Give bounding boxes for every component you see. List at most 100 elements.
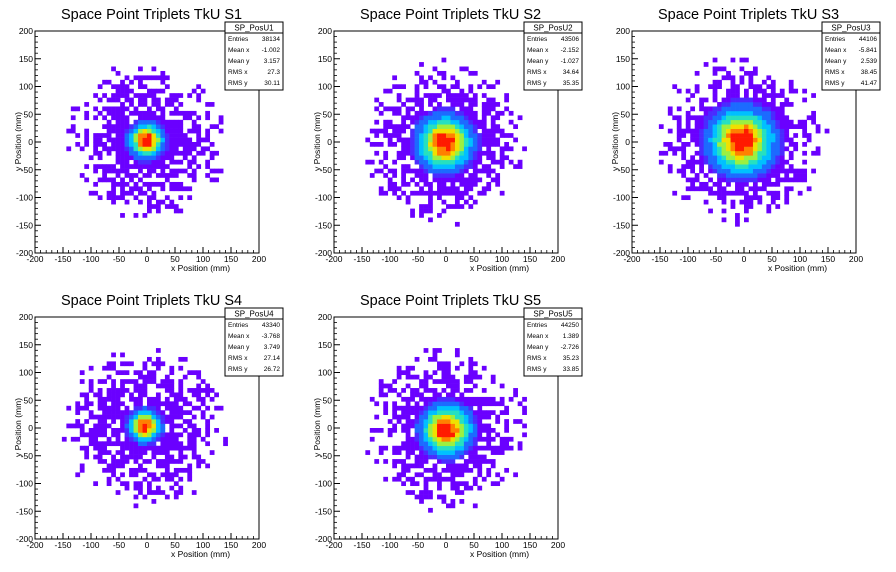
heat-cell (115, 110, 121, 116)
heat-cell (205, 164, 211, 169)
heat-cell (374, 168, 380, 174)
heat-cell (142, 450, 148, 455)
heat-cell (694, 88, 700, 94)
heat-cell (726, 97, 731, 103)
heat-cell (200, 388, 206, 393)
heat-cell (437, 459, 442, 464)
heat-cell (93, 454, 99, 460)
heat-cell (102, 405, 107, 411)
heat-cell (490, 459, 496, 464)
heat-cell (775, 128, 781, 134)
heat-cell (788, 102, 794, 107)
heat-cell (84, 128, 90, 134)
heat-cell (214, 392, 219, 398)
heat-cell (97, 137, 103, 143)
heat-cell (428, 428, 433, 433)
stats-value: 1.389 (563, 333, 580, 340)
heat-cell (495, 110, 501, 116)
heat-cell (191, 436, 197, 442)
heat-cell (423, 137, 429, 143)
heat-cell (437, 190, 442, 196)
heat-cell (115, 133, 121, 138)
heat-cell (432, 428, 438, 433)
heat-cell (88, 432, 94, 438)
heat-cell (115, 137, 121, 143)
heat-cell (392, 401, 398, 407)
heat-cell (735, 124, 740, 129)
heat-cell (766, 119, 772, 125)
heat-cell (401, 168, 406, 174)
heat-cell (748, 106, 754, 112)
heat-cell (477, 410, 483, 415)
heat-cell (106, 388, 112, 393)
heat-cell (129, 133, 134, 138)
stats-value: -2.152 (561, 47, 580, 54)
heat-cell (387, 186, 393, 192)
heat-cell (717, 84, 722, 90)
heat-cell (761, 177, 767, 183)
heat-cell (459, 133, 465, 138)
heat-cell (401, 388, 406, 393)
heat-cell (428, 102, 433, 107)
stats-title: SP_PosU3 (831, 24, 871, 33)
heat-cell (147, 356, 152, 362)
heat-cell (129, 450, 134, 455)
heat-cell (401, 119, 406, 125)
heat-cell (129, 472, 134, 478)
heat-cell (423, 128, 429, 134)
heat-cell (784, 195, 790, 201)
heat-cell (106, 164, 112, 169)
heat-cell (84, 115, 90, 121)
heat-cell (490, 177, 496, 183)
heat-cell (463, 423, 469, 429)
heat-cell (446, 436, 451, 442)
heat-cell (419, 168, 424, 174)
heat-cell (802, 173, 808, 178)
heat-cell (481, 168, 487, 174)
heat-cell (196, 405, 202, 411)
heat-cell (766, 181, 772, 187)
heat-cell (405, 410, 411, 415)
heat-cell (93, 432, 99, 438)
heat-cell (169, 204, 175, 209)
heat-cell (378, 186, 384, 192)
heat-cell (428, 405, 433, 411)
heat-cell (739, 102, 745, 107)
heat-cell (396, 128, 402, 134)
heat-cell (124, 146, 130, 152)
heat-cell (173, 481, 179, 487)
heat-cell (205, 110, 211, 116)
heat-cell (784, 128, 790, 134)
heat-cell (151, 414, 157, 420)
heat-cell (414, 150, 420, 156)
heat-cell (454, 102, 460, 107)
heat-cell (160, 186, 166, 192)
heat-cell (200, 459, 206, 464)
heat-cell (770, 115, 776, 121)
heat-cell (735, 213, 740, 218)
heat-cell (369, 173, 375, 178)
heat-cell (102, 450, 107, 455)
heat-cell (744, 128, 749, 134)
heat-cell (672, 190, 678, 196)
heat-cell (405, 383, 411, 389)
y-tick-label: -150 (16, 220, 33, 230)
heat-cell (111, 472, 116, 478)
heat-cell (432, 463, 438, 469)
heat-cell (437, 110, 442, 116)
heat-cell (419, 450, 424, 455)
heat-cell (383, 476, 389, 482)
heat-cell (721, 133, 727, 138)
heat-cell (490, 128, 496, 134)
heat-cell (419, 106, 424, 112)
heat-cell (735, 88, 740, 94)
heat-cell (169, 388, 175, 393)
heat-cell (173, 181, 179, 187)
heat-cell (378, 379, 384, 384)
heat-cell (446, 365, 451, 371)
heat-cell (374, 97, 380, 103)
heat-cell (405, 110, 411, 116)
heat-cell (748, 133, 754, 138)
heat-cell (191, 173, 197, 178)
heat-cell (164, 150, 170, 156)
